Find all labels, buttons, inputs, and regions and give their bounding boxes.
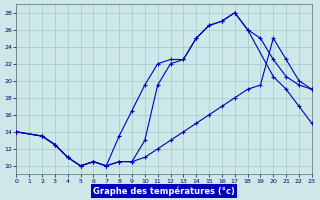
X-axis label: Graphe des températures (°c): Graphe des températures (°c) <box>93 186 235 196</box>
